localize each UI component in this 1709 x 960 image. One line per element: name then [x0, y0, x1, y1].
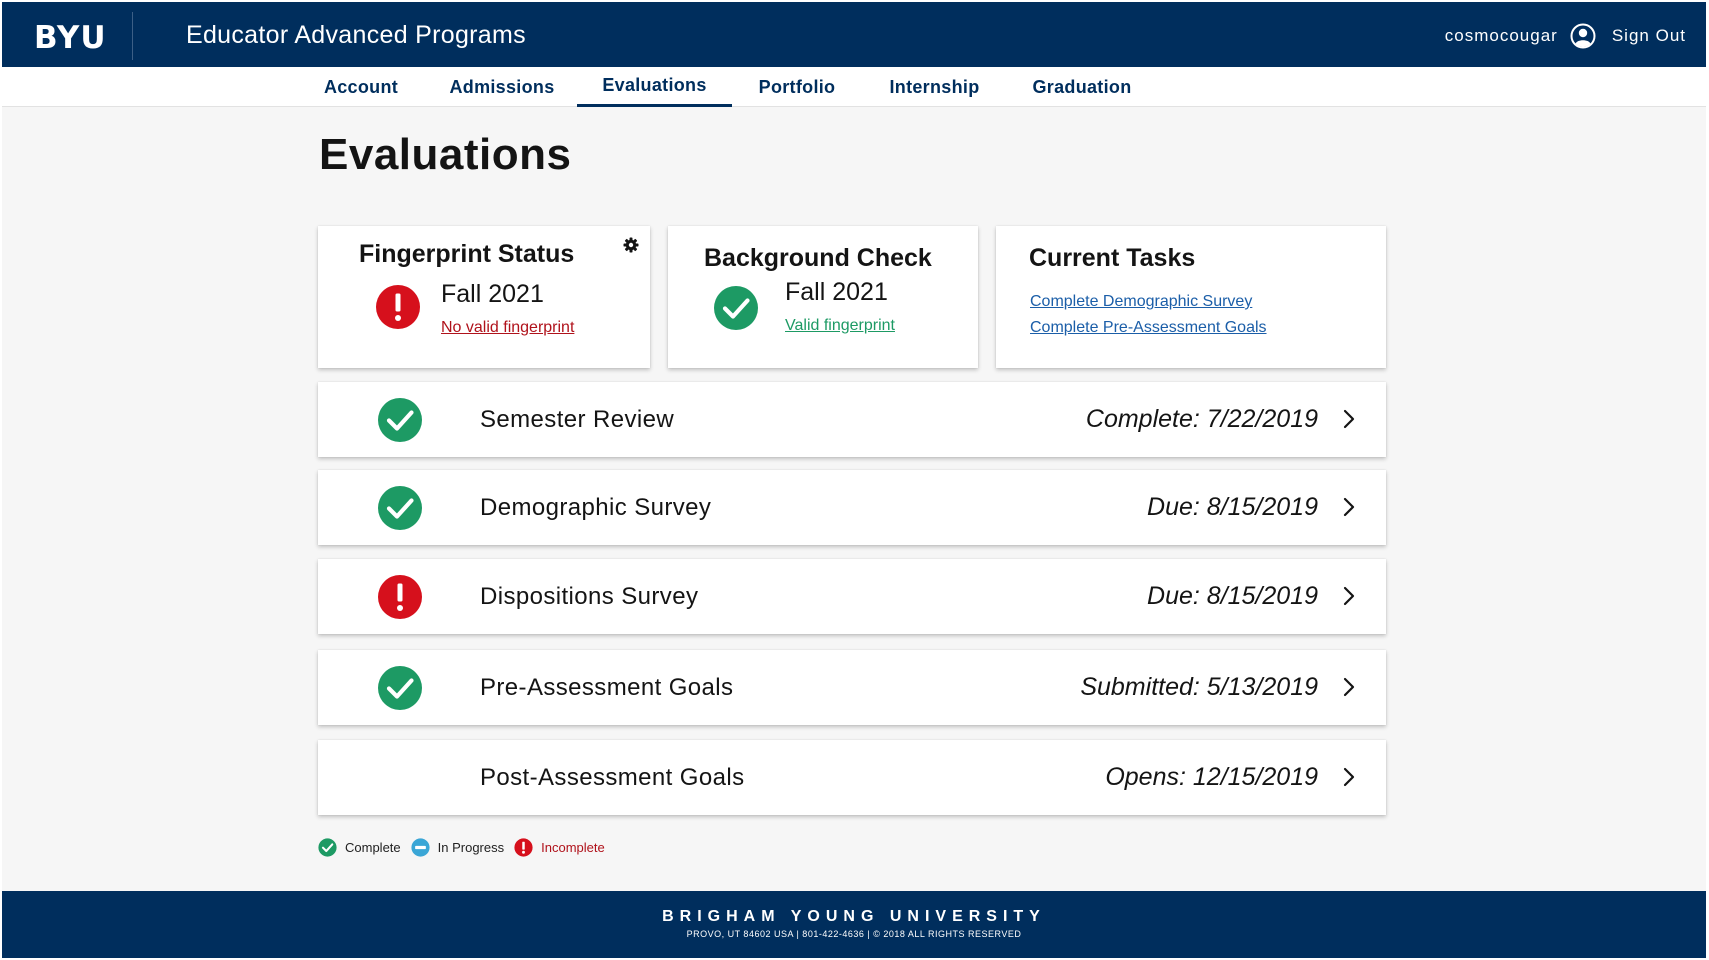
evaluation-status: Due: 8/15/2019 [1147, 493, 1318, 521]
complete-check-icon [378, 398, 422, 442]
fingerprint-status-card: Fingerprint Status Fall 2021 No valid fi… [318, 226, 650, 368]
evaluation-title: Dispositions Survey [480, 583, 699, 610]
site-footer: BRIGHAM YOUNG UNIVERSITY PROVO, UT 84602… [2, 891, 1706, 958]
username[interactable]: cosmocougar [1444, 26, 1558, 45]
evaluation-row-demographic-survey[interactable]: Demographic Survey Due: 8/15/2019 [318, 470, 1386, 545]
incomplete-icon [514, 838, 533, 857]
app-title[interactable]: Educator Advanced Programs [186, 21, 526, 49]
tab-admissions[interactable]: Admissions [449, 76, 555, 97]
evaluation-row-post-assessment-goals[interactable]: Post-Assessment Goals Opens: 12/15/2019 [318, 740, 1386, 815]
evaluation-title: Demographic Survey [480, 494, 712, 521]
fingerprint-term: Fall 2021 [441, 280, 544, 308]
background-check-card: Background Check Fall 2021 Valid fingerp… [668, 226, 978, 368]
evaluation-status: Due: 8/15/2019 [1147, 582, 1318, 610]
legend-incomplete: Incomplete [514, 838, 605, 857]
legend-complete: Complete [318, 838, 401, 857]
background-term: Fall 2021 [785, 278, 888, 306]
task-link-demographic-survey[interactable]: Complete Demographic Survey [1030, 293, 1253, 310]
evaluation-row-semester-review[interactable]: Semester Review Complete: 7/22/2019 [318, 382, 1386, 457]
chevron-right-icon[interactable] [1342, 676, 1356, 698]
evaluation-title: Post-Assessment Goals [480, 764, 745, 791]
page-title: Evaluations [319, 130, 572, 179]
complete-check-icon [714, 286, 758, 330]
status-legend: Complete In Progress Incomplete [318, 838, 615, 857]
incomplete-icon [378, 575, 422, 619]
current-tasks-card: Current Tasks Complete Demographic Surve… [996, 226, 1386, 368]
user-avatar-icon[interactable] [1570, 23, 1596, 49]
evaluation-status: Submitted: 5/13/2019 [1080, 673, 1318, 701]
byu-logo[interactable]: BYU [34, 20, 107, 56]
fingerprint-status-link[interactable]: No valid fingerprint [441, 319, 575, 336]
legend-incomplete-label: Incomplete [541, 840, 605, 855]
tab-evaluations[interactable]: Evaluations [577, 67, 732, 107]
in-progress-icon [411, 838, 430, 857]
legend-complete-label: Complete [345, 840, 401, 855]
complete-check-icon [378, 486, 422, 530]
tab-graduation[interactable]: Graduation [1032, 76, 1132, 97]
current-tasks-title: Current Tasks [1029, 244, 1196, 272]
legend-in-progress-label: In Progress [437, 840, 505, 855]
tab-internship[interactable]: Internship [889, 76, 980, 97]
evaluation-title: Semester Review [480, 406, 675, 433]
logo-divider [132, 12, 133, 60]
complete-check-icon [378, 666, 422, 710]
evaluation-status: Opens: 12/15/2019 [1105, 763, 1318, 791]
footer-contact-info: PROVO, UT 84602 USA | 801-422-4636 | © 2… [686, 929, 1022, 939]
sign-out-link[interactable]: Sign Out [1611, 26, 1686, 45]
task-link-pre-assessment-goals[interactable]: Complete Pre-Assessment Goals [1030, 319, 1267, 336]
evaluation-title: Pre-Assessment Goals [480, 674, 734, 701]
site-header: BYU Educator Advanced Programs cosmocoug… [2, 2, 1706, 67]
chevron-right-icon[interactable] [1342, 585, 1356, 607]
tab-portfolio[interactable]: Portfolio [758, 76, 836, 97]
main-nav: Account Admissions Evaluations Portfolio… [2, 67, 1706, 107]
evaluation-row-pre-assessment-goals[interactable]: Pre-Assessment Goals Submitted: 5/13/201… [318, 650, 1386, 725]
background-card-title: Background Check [704, 244, 932, 272]
user-area: cosmocougar Sign Out [1445, 23, 1686, 49]
evaluation-status: Complete: 7/22/2019 [1085, 405, 1318, 433]
chevron-right-icon[interactable] [1342, 766, 1356, 788]
tab-account[interactable]: Account [323, 76, 399, 97]
incomplete-icon [376, 285, 420, 329]
legend-in-progress: In Progress [411, 838, 504, 857]
background-status-link[interactable]: Valid fingerprint [785, 317, 895, 334]
evaluation-row-dispositions-survey[interactable]: Dispositions Survey Due: 8/15/2019 [318, 559, 1386, 634]
fingerprint-card-title: Fingerprint Status [359, 240, 575, 268]
chevron-right-icon[interactable] [1342, 408, 1356, 430]
complete-check-icon [318, 838, 337, 857]
chevron-right-icon[interactable] [1342, 496, 1356, 518]
gear-icon[interactable] [623, 237, 639, 253]
footer-university-name: BRIGHAM YOUNG UNIVERSITY [662, 908, 1046, 925]
